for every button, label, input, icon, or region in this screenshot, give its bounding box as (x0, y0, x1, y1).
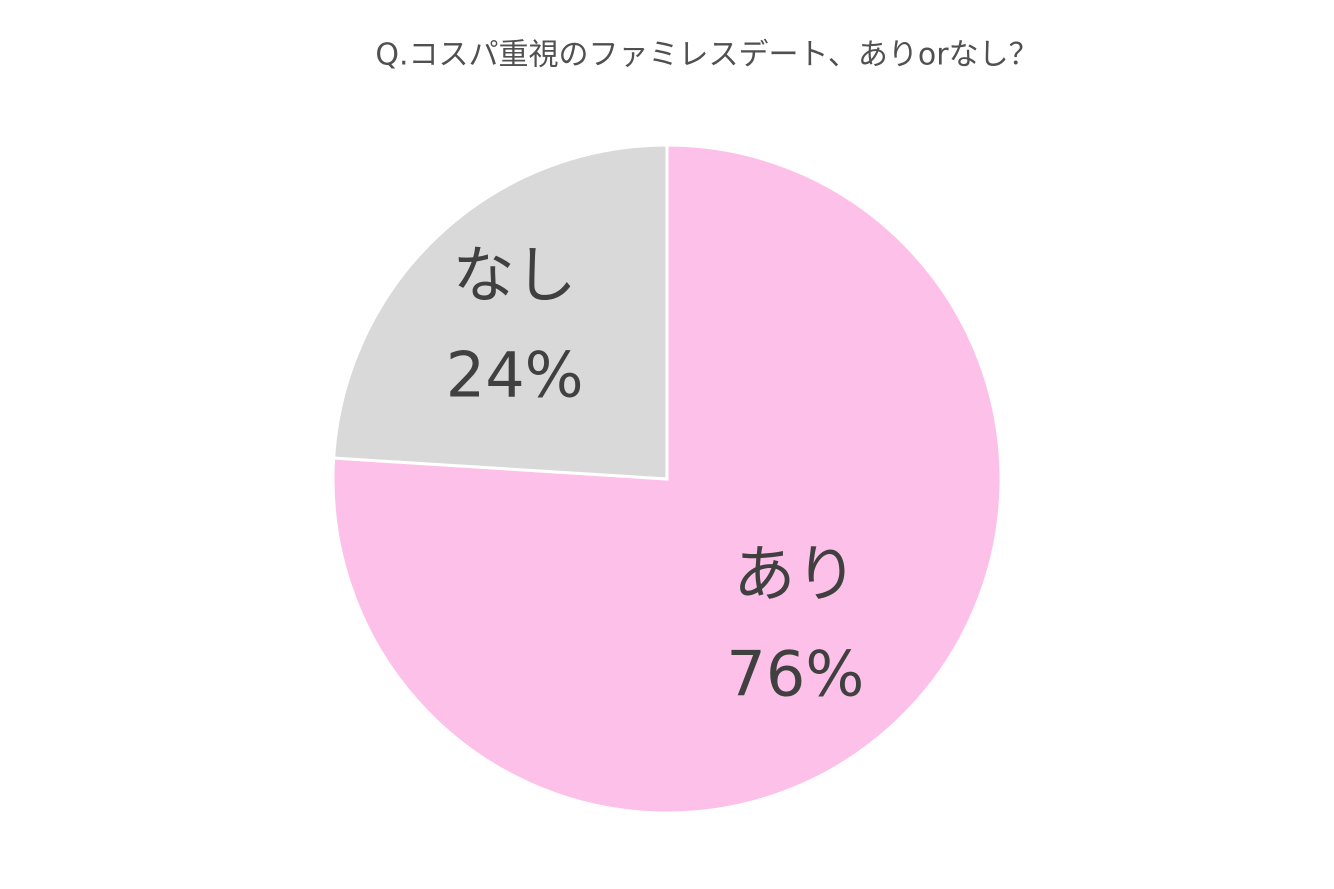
pie-slice (331, 143, 1003, 815)
value-label: 76% (726, 638, 864, 711)
slice-label: あり (733, 538, 857, 611)
chart-title: Q.コスパ重視のファミレスデート、ありorなし？ (375, 38, 1038, 73)
value-label: 24% (446, 339, 584, 412)
pie-slice (332, 143, 669, 481)
slice-label: なし (453, 239, 577, 312)
